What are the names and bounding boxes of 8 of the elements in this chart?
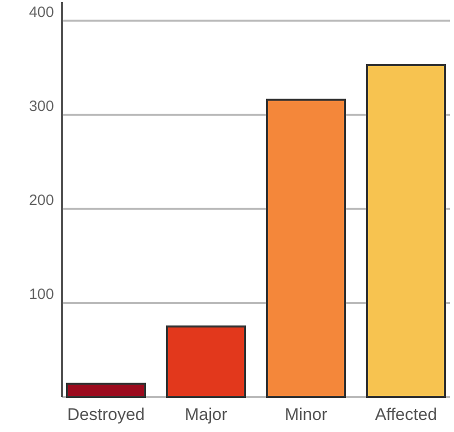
x-tick-label: Destroyed [67, 405, 145, 424]
y-tick-label: 300 [28, 98, 54, 116]
y-tick-label: 400 [28, 4, 54, 22]
x-tick-label: Affected [374, 405, 438, 424]
x-tick-label: Minor [284, 405, 328, 424]
y-tick-label: 100 [28, 286, 54, 304]
y-tick-label: 200 [28, 192, 54, 210]
x-tick-label: Major [184, 405, 228, 424]
